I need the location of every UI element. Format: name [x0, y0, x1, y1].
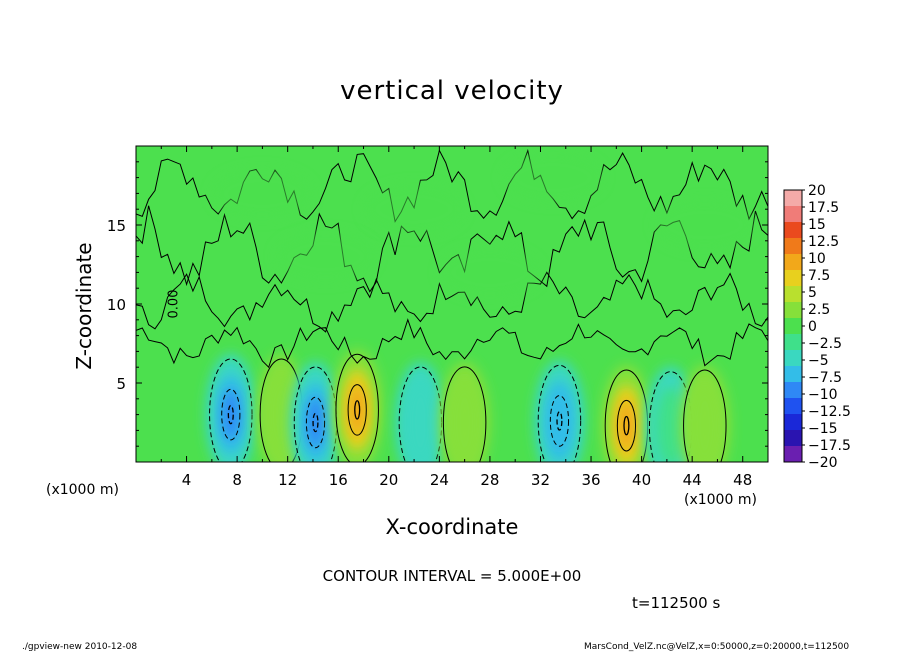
contour-line	[347, 384, 367, 436]
velocity-patch	[439, 247, 541, 298]
x-tick-label: 4	[182, 471, 192, 489]
colorbar-swatch	[784, 286, 802, 302]
colorbar-swatch	[784, 334, 802, 350]
colorbar-label: −12.5	[808, 404, 851, 420]
colorbar-label: 2.5	[808, 302, 830, 318]
colorbar-label: 10	[808, 251, 826, 267]
colorbar-label: −10	[808, 387, 838, 403]
velocity-cell	[266, 374, 297, 456]
contour-line	[623, 415, 630, 436]
y-tick-label: 10	[107, 296, 126, 314]
contour-line	[221, 388, 241, 441]
velocity-cell	[405, 382, 436, 462]
velocity-cell-core	[551, 395, 568, 447]
chart-title: vertical velocity	[340, 76, 564, 106]
colorbar-label: −20	[808, 455, 838, 471]
x-tick-label: 44	[683, 471, 702, 489]
x-tick-label: 48	[733, 471, 752, 489]
x-tick-label: 28	[480, 471, 499, 489]
colorbar-swatch	[784, 270, 802, 286]
colorbar-label: −7.5	[808, 370, 842, 386]
contour-line	[227, 404, 234, 425]
contour-line	[209, 358, 253, 462]
x-tick-label: 32	[531, 471, 550, 489]
x-tick-label: 12	[278, 471, 297, 489]
colorbar-swatch	[784, 350, 802, 366]
colorbar-swatch	[784, 430, 802, 446]
contour-line	[312, 412, 319, 433]
colorbar-label: 17.5	[808, 200, 839, 216]
contour-inline-label: 0.00	[167, 290, 182, 319]
velocity-cell	[689, 385, 720, 462]
contour-line	[556, 411, 563, 431]
x-axis-label: X-coordinate	[385, 515, 519, 539]
x-tick-label: 20	[379, 471, 398, 489]
x-unit-label-right: (x1000 m)	[684, 492, 757, 508]
colorbar-label: −15	[808, 421, 838, 437]
velocity-patch	[502, 152, 604, 203]
colorbar: 2017.51512.5107.552.50−2.5−5−7.5−10−12.5…	[783, 183, 851, 471]
colorbar-label: 15	[808, 217, 826, 233]
contour-line	[335, 353, 379, 462]
contour-line	[442, 366, 487, 462]
contour-line	[683, 369, 727, 462]
footer-source-label: MarsCond_VelZ.nc@VelZ,x=0:50000,z=0:2000…	[584, 642, 850, 652]
colorbar-swatch	[784, 318, 802, 334]
contour-line	[616, 399, 637, 452]
colorbar-swatch	[784, 206, 802, 222]
colorbar-label: 20	[808, 183, 826, 199]
velocity-patch	[211, 168, 313, 219]
colorbar-label: −5	[808, 353, 829, 369]
x-tick-label: 24	[430, 471, 449, 489]
colorbar-swatch	[784, 254, 802, 270]
colorbar-swatch	[784, 382, 802, 398]
contour-line	[537, 364, 582, 462]
velocity-patch	[275, 231, 377, 282]
velocity-cell-core	[349, 384, 366, 436]
x-unit-label-left: (x1000 m)	[46, 482, 119, 498]
contour-line	[305, 396, 326, 449]
x-tick-label: 16	[329, 471, 348, 489]
colorbar-label: −17.5	[808, 438, 851, 454]
x-tick-label: 40	[632, 471, 651, 489]
contour-line	[354, 400, 361, 420]
contour-line	[136, 271, 768, 333]
velocity-cell-core	[307, 397, 324, 448]
colorbar-swatch	[784, 446, 802, 462]
colorbar-label: 7.5	[808, 268, 830, 284]
colorbar-swatch	[784, 222, 802, 238]
plot-area: 0.00	[136, 148, 768, 462]
velocity-cell	[449, 382, 480, 462]
velocity-cell-core	[618, 400, 635, 451]
contour-line	[549, 395, 570, 447]
velocity-cell-core	[222, 389, 239, 440]
colorbar-label: 12.5	[808, 234, 839, 250]
colorbar-swatch	[784, 238, 802, 254]
colorbar-swatch	[784, 398, 802, 414]
colorbar-swatch	[784, 302, 802, 318]
colorbar-label: −2.5	[808, 336, 842, 352]
colorbar-label: 5	[808, 285, 817, 301]
colorbar-swatch	[784, 366, 802, 382]
colorbar-swatch	[784, 190, 802, 206]
contour-line	[136, 318, 768, 369]
y-tick-label: 5	[116, 375, 126, 393]
velocity-patch	[363, 183, 465, 235]
time-label: t=112500 s	[632, 594, 721, 612]
y-tick-label: 15	[107, 217, 126, 235]
footer-program-label: ./gpview-new 2010-12-08	[22, 642, 138, 652]
velocity-patch	[654, 199, 756, 251]
velocity-cell	[655, 386, 686, 462]
colorbar-label: 0	[808, 319, 817, 335]
x-tick-label: 8	[232, 471, 242, 489]
x-tick-label: 36	[581, 471, 600, 489]
colorbar-swatch	[784, 414, 802, 430]
contour-interval-label: CONTOUR INTERVAL = 5.000E+00	[322, 567, 582, 585]
